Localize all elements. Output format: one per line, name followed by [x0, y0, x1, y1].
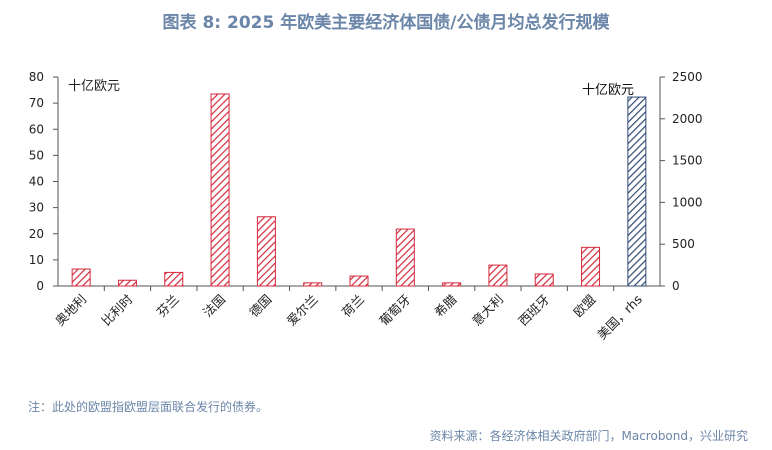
category-label: 意大利	[469, 292, 506, 329]
axes: 0 10 20 30 40 50 60 70 80 0 500 1000 1500 2000 2500	[29, 70, 703, 293]
left-tick-label: 60	[29, 122, 44, 136]
bar-4	[210, 93, 230, 287]
category-label: 奥地利	[52, 292, 89, 329]
category-label: 爱尔兰	[284, 292, 321, 329]
left-tick-label: 20	[29, 227, 44, 241]
bar-3	[164, 271, 184, 287]
chart-source: 资料来源：各经济体相关政府部门，Macrobond，兴业研究	[429, 429, 749, 443]
bar-9	[442, 282, 462, 287]
right-tick-label: 0	[672, 279, 680, 293]
category-label: 芬兰	[154, 292, 182, 320]
bar-11	[534, 273, 554, 287]
bar-13	[627, 96, 647, 287]
category-label: 葡萄牙	[376, 292, 413, 329]
right-tick-label: 1500	[672, 154, 703, 168]
category-label: 荷兰	[339, 292, 367, 320]
bar-6	[303, 282, 323, 287]
chart-title: 图表 8: 2025 年欧美主要经济体国债/公债月均总发行规模	[162, 13, 610, 33]
right-tick-label: 1000	[672, 195, 703, 209]
category-label: 比利时	[98, 291, 135, 328]
right-tick-label: 2500	[672, 70, 703, 84]
bar-1	[71, 268, 91, 287]
bar-2	[117, 279, 137, 287]
category-label: 欧盟	[570, 292, 598, 320]
category-label: 西班牙	[515, 292, 552, 329]
chart-note: 注：此处的欧盟指欧盟层面联合发行的债券。	[28, 400, 269, 414]
category-label: 美国，rhs	[594, 292, 645, 343]
right-axis-unit-label: 十亿欧元	[582, 83, 634, 98]
left-tick-label: 80	[29, 70, 44, 84]
left-tick-label: 70	[29, 96, 44, 110]
category-label: 希腊	[431, 291, 460, 320]
bar-5	[256, 216, 276, 287]
left-axis-unit-label: 十亿欧元	[68, 79, 120, 94]
bar-12	[581, 246, 601, 287]
right-tick-label: 2000	[672, 112, 703, 126]
left-tick-label: 10	[29, 253, 44, 267]
bar-8	[395, 228, 415, 287]
left-tick-label: 30	[29, 201, 44, 215]
bars	[71, 93, 647, 287]
left-tick-label: 50	[29, 148, 44, 162]
category-label: 德国	[246, 292, 274, 320]
right-tick-label: 500	[672, 237, 695, 251]
bar-7	[349, 275, 369, 287]
bar-10	[488, 264, 508, 287]
left-tick-label: 0	[36, 279, 44, 293]
category-label: 法国	[200, 292, 228, 320]
left-tick-label: 40	[29, 175, 44, 189]
